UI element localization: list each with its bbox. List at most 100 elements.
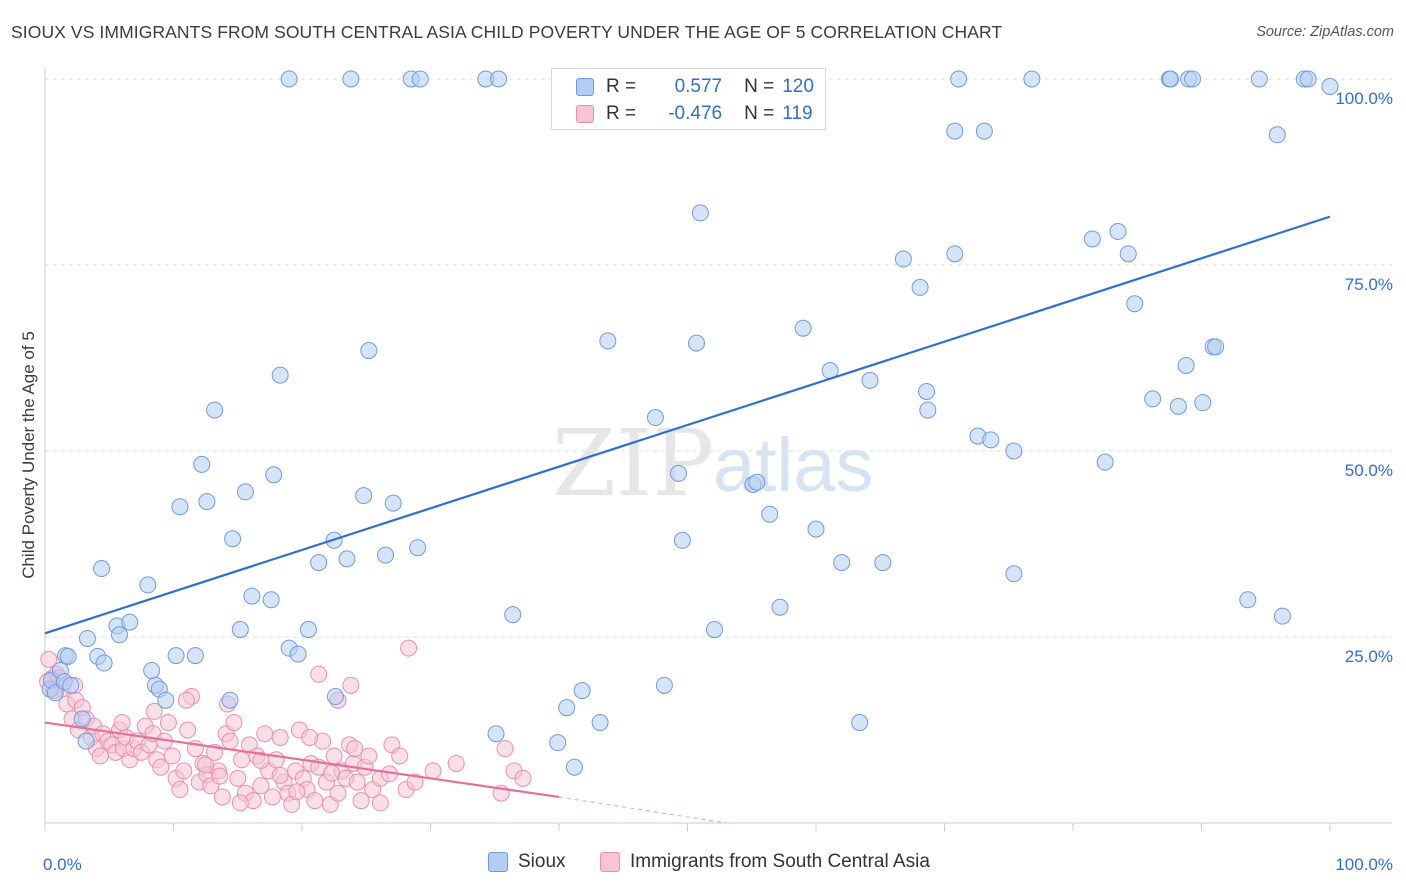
sioux-point bbox=[1239, 591, 1257, 609]
sioux-point bbox=[171, 498, 189, 516]
sioux-point bbox=[1169, 397, 1187, 415]
sioux-point bbox=[355, 487, 373, 505]
sioux-point bbox=[231, 621, 249, 639]
sioux-point bbox=[326, 688, 344, 706]
sioux-point bbox=[1023, 70, 1041, 88]
y-tick-label: 100.0% bbox=[1335, 89, 1393, 108]
immigrants-point bbox=[342, 676, 360, 694]
sioux-point bbox=[807, 520, 825, 538]
sioux-point bbox=[1083, 230, 1101, 248]
sioux-point bbox=[1005, 565, 1023, 583]
sioux-point bbox=[911, 278, 929, 296]
sioux-point bbox=[384, 494, 402, 512]
y-tick-label: 50.0% bbox=[1345, 461, 1393, 480]
immigrants-point bbox=[40, 650, 58, 668]
sioux-point bbox=[167, 647, 185, 665]
immigrants-point bbox=[252, 752, 270, 770]
sioux-point bbox=[1096, 453, 1114, 471]
sioux-point bbox=[121, 613, 139, 631]
axes bbox=[44, 68, 1392, 831]
immigrants-trendline bbox=[44, 721, 560, 799]
sioux-point bbox=[243, 587, 261, 605]
immigrants-point bbox=[113, 714, 131, 732]
sioux-point bbox=[599, 332, 617, 350]
tick-labels: 25.0% 50.0% 75.0% 100.0% 0.0% 100.0% bbox=[43, 89, 1393, 874]
sioux-point bbox=[748, 473, 766, 491]
immigrants-point bbox=[271, 766, 289, 784]
sioux-point bbox=[198, 493, 216, 511]
legend-row-sioux: R = 0.577 N = 120 bbox=[576, 74, 814, 100]
sioux-point bbox=[224, 530, 242, 548]
x-tick-label: 0.0% bbox=[43, 855, 82, 874]
immigrants-point bbox=[447, 754, 465, 772]
sioux-point bbox=[919, 401, 937, 419]
immigrants-point bbox=[352, 792, 370, 810]
immigrants-point bbox=[288, 783, 306, 801]
sioux-point bbox=[705, 621, 723, 639]
sioux-point bbox=[77, 732, 95, 750]
y-tick-label: 75.0% bbox=[1345, 275, 1393, 294]
sioux-point bbox=[565, 758, 583, 776]
sioux-legend-label: Sioux bbox=[518, 851, 566, 872]
immigrants-point bbox=[360, 747, 378, 765]
sioux-point bbox=[289, 645, 307, 663]
sioux-point bbox=[950, 70, 968, 88]
watermark-zip: ZIP bbox=[552, 410, 714, 517]
sioux-point bbox=[1177, 356, 1195, 374]
sioux-point bbox=[342, 70, 360, 88]
immigrants-point bbox=[229, 769, 247, 787]
sioux-point bbox=[946, 122, 964, 140]
immigrants-point bbox=[424, 762, 442, 780]
immigrants-swatch bbox=[576, 105, 594, 123]
sioux-point bbox=[139, 576, 157, 594]
immigrants-point bbox=[301, 728, 319, 746]
sioux-point bbox=[874, 554, 892, 572]
sioux-point bbox=[1162, 70, 1180, 88]
sioux-point bbox=[894, 250, 912, 268]
sioux-point bbox=[490, 70, 508, 88]
sioux-point bbox=[794, 319, 812, 337]
sioux-point bbox=[280, 70, 298, 88]
sioux-point bbox=[504, 606, 522, 624]
sioux-point bbox=[687, 334, 705, 352]
sioux-point bbox=[591, 714, 609, 732]
immigrants-point bbox=[271, 728, 289, 746]
sioux-point bbox=[271, 366, 289, 384]
sioux-point bbox=[46, 684, 64, 702]
sioux-point bbox=[338, 550, 356, 568]
immigrants-point bbox=[252, 777, 270, 795]
sioux-point bbox=[670, 464, 688, 482]
sioux-point bbox=[1005, 442, 1023, 460]
sioux-point bbox=[360, 342, 378, 360]
bottom-legend-immigrants: Immigrants from South Central Asia bbox=[600, 851, 930, 873]
legend-n-label: N = bbox=[744, 103, 775, 124]
sioux-point bbox=[946, 245, 964, 263]
immigrants-point bbox=[323, 764, 341, 782]
immigrants-legend-swatch bbox=[600, 852, 620, 872]
immigrants-point bbox=[221, 732, 239, 750]
immigrants-point bbox=[496, 740, 514, 758]
legend-r-value: -0.476 bbox=[668, 103, 723, 124]
sioux-point bbox=[982, 431, 1000, 449]
sioux-point bbox=[833, 554, 851, 572]
immigrants-point bbox=[145, 702, 163, 720]
source-label: Source: ZipAtlas.com bbox=[1256, 24, 1394, 40]
sioux-point bbox=[771, 598, 789, 616]
sioux-point bbox=[549, 734, 567, 752]
sioux-point bbox=[193, 455, 211, 473]
sioux-point bbox=[1321, 77, 1339, 95]
immigrants-point bbox=[306, 792, 324, 810]
immigrants-point bbox=[231, 794, 249, 812]
legend-box: R = 0.577 N = 120 R = -0.476 N = 119 bbox=[551, 68, 826, 130]
y-tick-label: 25.0% bbox=[1345, 647, 1393, 666]
sioux-point bbox=[62, 676, 80, 694]
trendlines bbox=[44, 215, 1331, 824]
immigrants-point bbox=[163, 747, 181, 765]
sioux-point bbox=[59, 647, 77, 665]
sioux-point bbox=[1126, 295, 1144, 313]
sioux-swatch bbox=[576, 78, 594, 96]
sioux-point bbox=[409, 539, 427, 557]
sioux-point bbox=[1119, 245, 1137, 263]
legend-n-value: 119 bbox=[782, 103, 813, 124]
sioux-point bbox=[186, 647, 204, 665]
